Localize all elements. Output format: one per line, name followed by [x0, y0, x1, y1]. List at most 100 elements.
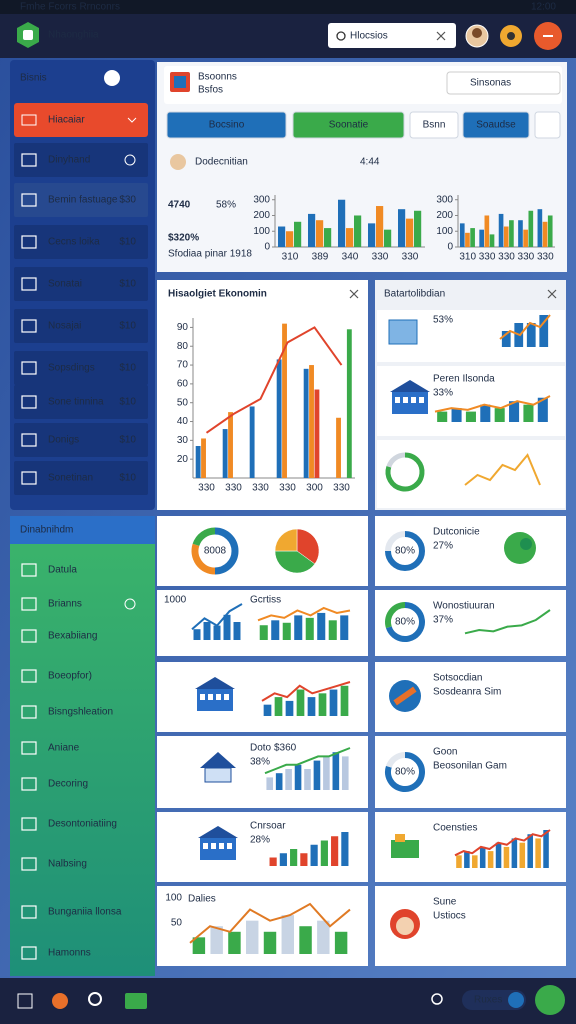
y-tick-label: 20 — [177, 454, 189, 465]
close-icon — [436, 31, 446, 41]
nav-icon — [21, 857, 37, 871]
mini-bar — [300, 853, 308, 866]
mini-bar — [279, 853, 287, 866]
nav-label: Donigs — [48, 435, 79, 446]
nav-icon — [21, 193, 37, 207]
nav-label: Brianns — [48, 599, 82, 610]
overview-search[interactable] — [446, 71, 561, 95]
tool-icon — [393, 686, 417, 706]
nav-value: $10 — [119, 435, 136, 446]
donut-segment — [274, 550, 316, 574]
mini-bar — [263, 704, 272, 716]
nav-icon[interactable] — [52, 993, 68, 1009]
nav-item-bg[interactable] — [14, 351, 148, 385]
y-tick-label: 30 — [177, 435, 189, 446]
bar — [249, 406, 255, 478]
mini-bar — [193, 629, 201, 640]
nav-item-bg[interactable] — [14, 423, 148, 457]
chip-icon — [508, 992, 524, 1008]
logo-glyph — [23, 30, 33, 40]
card-title: Peren Ilsonda — [433, 374, 495, 385]
mini-bar — [317, 920, 330, 954]
nav-label: Datula — [48, 565, 77, 576]
mini-bar — [275, 773, 283, 790]
mini-bar — [266, 777, 274, 790]
nav-item-bg[interactable] — [14, 225, 148, 259]
mini-line — [464, 609, 551, 635]
nav-icon[interactable] — [125, 993, 147, 1009]
nav-item-bg[interactable] — [14, 143, 148, 177]
status-time: 12:00 — [531, 2, 556, 13]
mini-bar — [543, 830, 549, 868]
building-window — [411, 397, 416, 403]
nav-icon — [21, 629, 37, 643]
bar — [195, 446, 201, 478]
building-window — [203, 843, 208, 849]
kpi-value: 4740 — [168, 200, 191, 211]
nav-item-bg[interactable] — [14, 183, 148, 217]
mini-bar — [341, 756, 349, 790]
cart-icon — [395, 834, 405, 842]
mini-bar — [511, 838, 518, 868]
mini-line — [191, 603, 243, 630]
card-title: Cnrsoar — [250, 821, 286, 832]
nav-search[interactable] — [431, 993, 443, 1005]
cart-icon — [391, 840, 419, 858]
nav-search[interactable] — [88, 992, 102, 1006]
bar — [278, 226, 286, 247]
dropdown[interactable] — [14, 103, 148, 137]
x-tick-label: 300 — [306, 483, 323, 494]
y-tick-label: 100 — [436, 226, 453, 237]
nav-icon — [21, 597, 37, 611]
nav-item-bg[interactable] — [14, 461, 148, 495]
nav-label: Bisngshleation — [48, 707, 113, 718]
mini-bar — [320, 840, 328, 866]
search-icon — [336, 31, 346, 41]
search-box[interactable] — [328, 23, 456, 48]
mini-bar — [299, 926, 312, 954]
nav-label: Bexabiiang — [48, 631, 97, 642]
mini-bar — [535, 838, 541, 868]
nav-label: Nosajai — [48, 321, 81, 332]
mini-bar — [341, 832, 349, 866]
building-window — [224, 694, 229, 700]
nav-label: Hamonns — [48, 948, 91, 959]
y-tick-label: 0 — [447, 242, 453, 253]
mini-bar — [334, 931, 348, 954]
toolbar-button[interactable] — [462, 111, 530, 139]
toolbar-button[interactable] — [166, 111, 287, 139]
bar — [484, 215, 490, 247]
bar — [228, 412, 233, 478]
donut-segment — [191, 543, 216, 575]
mini-bar — [263, 931, 277, 954]
nav-item-bg[interactable] — [14, 385, 148, 419]
sidebar-secondary-header — [10, 516, 155, 544]
mini-bar — [281, 915, 294, 954]
sidebar-secondary — [10, 516, 155, 976]
bar — [294, 221, 302, 247]
nav-icon — [21, 777, 37, 791]
card-note: 33% — [433, 388, 453, 399]
x-tick-label: 330 — [252, 483, 269, 494]
dropdown-icon — [21, 114, 37, 126]
card-title: Coensties — [433, 823, 477, 834]
toolbar-button[interactable] — [292, 111, 405, 139]
nav-icon — [21, 433, 37, 447]
mini-bar — [437, 411, 448, 422]
mini-bar — [294, 764, 302, 790]
donut-segment — [385, 752, 425, 792]
toolbar-button[interactable] — [409, 111, 459, 139]
sidebar-title: Bisnis — [20, 73, 47, 84]
mini-bar — [503, 846, 510, 868]
nav-grid-icon[interactable] — [17, 993, 33, 1009]
nav-item-bg[interactable] — [14, 267, 148, 301]
card-subtitle: Sosdeanra Sim — [433, 687, 501, 698]
card-note: $360 — [274, 743, 297, 754]
nav-item-bg[interactable] — [14, 309, 148, 343]
x-tick-label: 340 — [342, 252, 359, 263]
fab[interactable] — [535, 985, 565, 1015]
card — [157, 516, 368, 586]
mini-bar — [332, 752, 340, 790]
toolbar-icon-button[interactable] — [534, 111, 561, 139]
